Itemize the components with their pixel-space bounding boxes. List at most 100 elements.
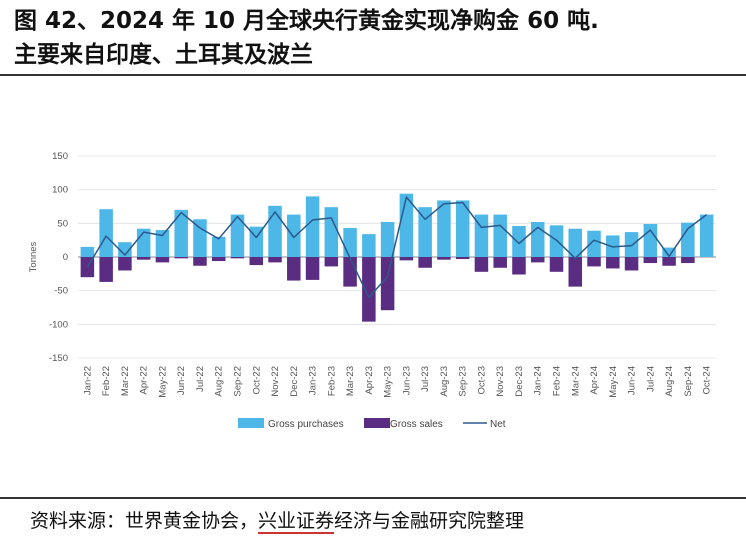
legend-label-net: Net [490, 419, 506, 430]
x-tick-label: Mar-23 [345, 366, 356, 396]
sales-bar [418, 257, 432, 268]
x-tick-label: Dec-23 [514, 366, 525, 397]
purchase-bar [380, 221, 395, 257]
x-tick-label: Nov-22 [270, 366, 281, 397]
sales-bar [324, 257, 339, 267]
purchase-bar [230, 214, 245, 257]
y-tick-label: -150 [49, 353, 68, 364]
sales-bar [568, 257, 583, 287]
x-tick-label: Jun-24 [627, 366, 638, 395]
sales-bar [681, 257, 695, 264]
x-tick-label: Jun-22 [176, 366, 187, 395]
title-line-2: 主要来自印度、土耳其及波兰 [14, 42, 313, 68]
purchase-bar [474, 214, 489, 257]
purchase-bar [118, 242, 132, 257]
x-tick-label: Jan-24 [533, 366, 544, 395]
sales-bar [624, 257, 639, 271]
legend-label-sales: Gross sales [390, 419, 443, 430]
y-tick-label: 50 [57, 218, 68, 229]
title-line-1: 图 42、2024 年 10 月全球央行黄金实现净购金 60 吨. [14, 8, 599, 34]
x-tick-label: Apr-24 [589, 366, 600, 395]
x-tick-label: Aug-23 [439, 366, 450, 397]
sales-bar [662, 257, 676, 266]
legend-swatch-sales [364, 418, 390, 428]
sales-bar [362, 257, 376, 322]
source-suffix: 经济与金融研究院整理 [334, 510, 525, 532]
source-prefix: 资料来源：世界黄金协会， [30, 510, 259, 532]
purchase-bar [699, 214, 714, 257]
sales-bar [174, 257, 188, 259]
x-tick-label: Dec-22 [289, 366, 300, 397]
sales-bar [136, 257, 151, 260]
x-tick-label: Mar-22 [120, 366, 131, 396]
x-tick-label: Jan-23 [308, 366, 319, 395]
x-tick-label: May-22 [157, 366, 168, 398]
sales-bar [193, 257, 207, 266]
x-tick-label: Apr-23 [364, 366, 375, 395]
y-axis-label: Tonnes [28, 241, 39, 272]
sales-bar [399, 257, 414, 261]
sales-bar [99, 257, 113, 282]
purchase-bar [155, 230, 170, 257]
x-tick-label: Aug-22 [214, 366, 225, 397]
purchase-bar [362, 234, 376, 257]
purchase-bar [568, 228, 583, 257]
top-divider [0, 74, 746, 76]
x-tick-label: May-23 [383, 366, 394, 398]
sales-bar [512, 257, 526, 275]
x-tick-label: Oct-22 [251, 366, 262, 395]
sales-bar [643, 257, 658, 264]
bottom-divider [0, 497, 746, 499]
y-tick-label: 100 [52, 185, 68, 196]
x-tick-label: Sep-22 [233, 366, 244, 397]
sales-bar [268, 257, 282, 263]
y-tick-label: -100 [49, 319, 68, 330]
purchase-bar [662, 247, 676, 257]
y-tick-label: 0 [63, 252, 68, 263]
chart-title: 图 42、2024 年 10 月全球央行黄金实现净购金 60 吨. 主要来自印度… [14, 4, 739, 72]
x-tick-label: Oct-24 [702, 366, 713, 395]
purchase-bar [493, 214, 507, 257]
purchase-bar [643, 224, 658, 257]
x-tick-label: Oct-23 [476, 366, 487, 395]
x-tick-label: Jul-23 [420, 366, 431, 392]
x-tick-label: Jul-24 [645, 366, 656, 392]
sales-bar [549, 257, 564, 272]
purchase-bar [343, 228, 357, 257]
sales-bar [287, 257, 301, 281]
sales-bar [249, 257, 264, 266]
x-tick-label: Nov-23 [495, 366, 506, 397]
purchase-bar [624, 232, 639, 257]
purchase-bar [174, 209, 188, 257]
purchase-bar [512, 226, 526, 257]
y-tick-label: -50 [54, 286, 68, 297]
sales-bar [530, 257, 545, 263]
x-tick-label: Jun-23 [401, 366, 412, 395]
sales-bar [474, 257, 489, 272]
source-note: 资料来源：世界黄金协会，兴业证券经济与金融研究院整理 [30, 506, 525, 534]
sales-bar [380, 257, 395, 311]
sales-bar [437, 257, 451, 260]
x-tick-label: Feb-24 [552, 366, 563, 396]
sales-bar [455, 257, 470, 260]
purchase-bar [80, 246, 95, 257]
purchase-bar [287, 214, 301, 257]
purchase-bar [99, 209, 113, 257]
legend-label-purchases: Gross purchases [268, 419, 344, 430]
x-tick-label: Mar-24 [570, 366, 581, 396]
sales-bar [211, 257, 226, 262]
purchase-bar [587, 230, 601, 257]
sales-bar [155, 257, 170, 263]
purchase-bar [193, 219, 207, 257]
x-tick-label: Apr-22 [139, 366, 150, 395]
purchase-bar [305, 196, 320, 257]
x-tick-label: Aug-24 [664, 366, 675, 397]
purchase-bar [455, 200, 470, 257]
x-tick-label: Sep-23 [458, 366, 469, 397]
purchase-bar [268, 205, 282, 257]
net-line [86, 196, 708, 299]
sales-bar [587, 257, 601, 267]
legend-swatch-purchases [238, 418, 264, 428]
purchase-bar [681, 222, 695, 257]
